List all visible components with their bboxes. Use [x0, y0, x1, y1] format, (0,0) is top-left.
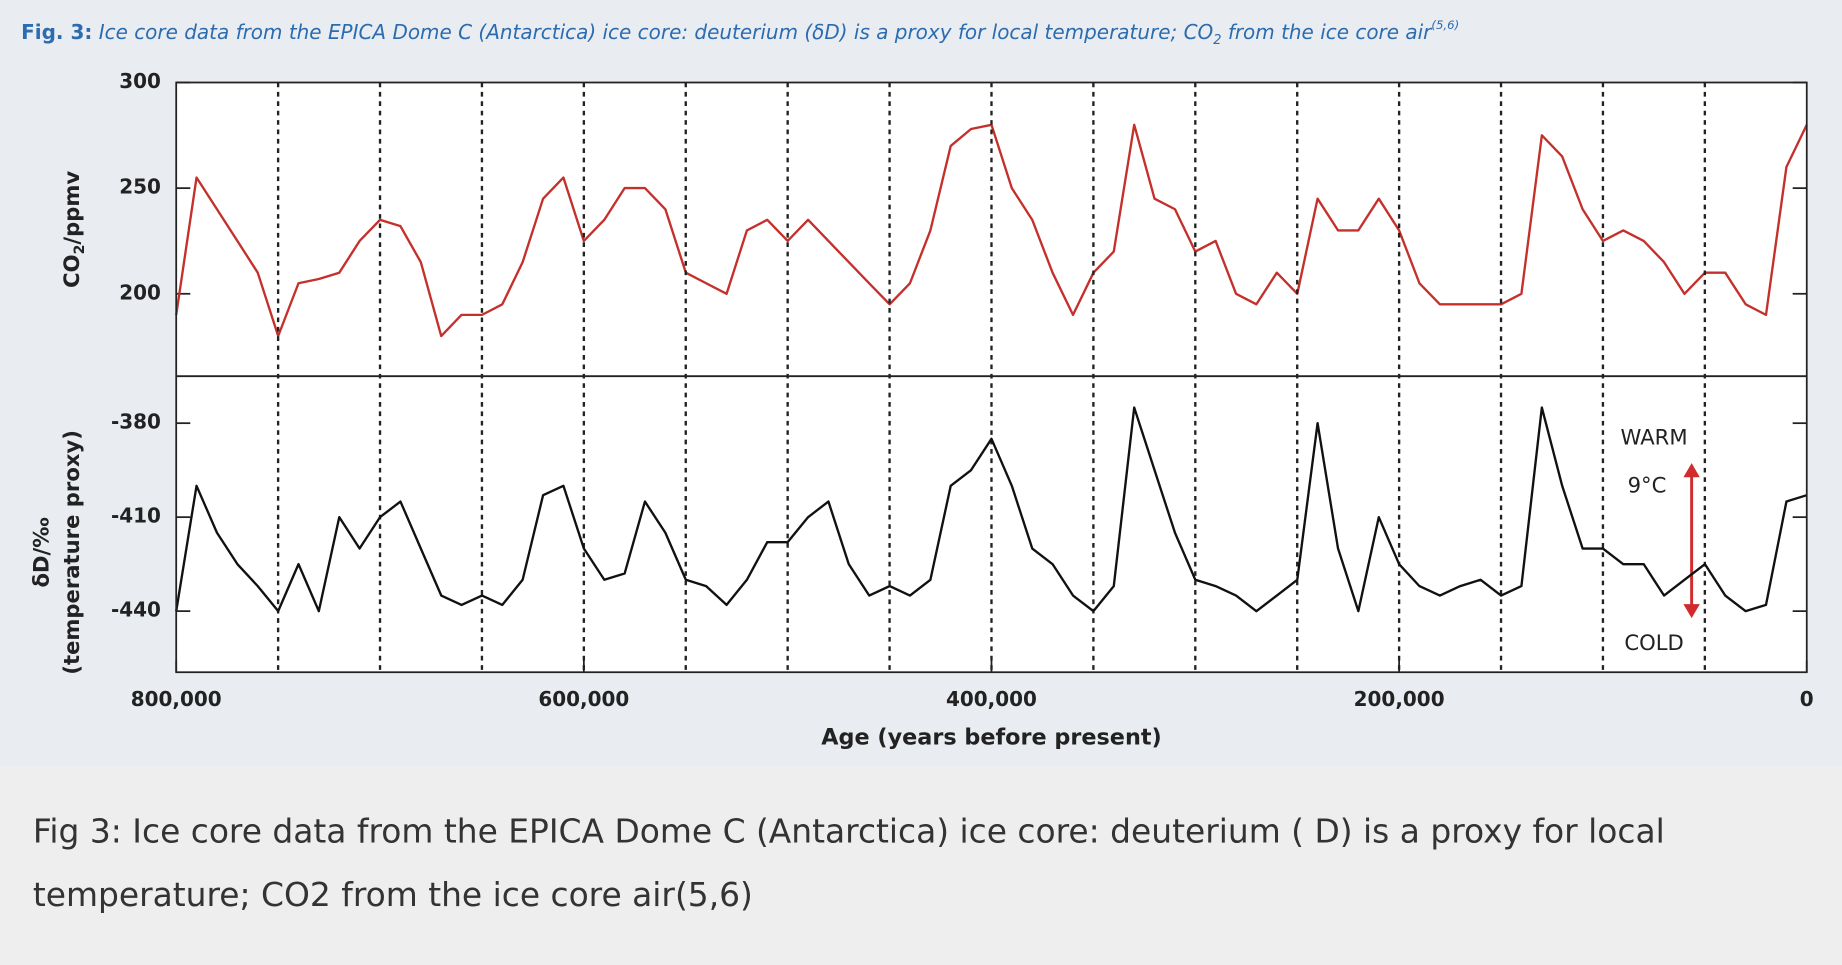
x-tick-label: 600,000 — [538, 687, 629, 711]
title-sub: 2 — [1213, 33, 1221, 48]
y-axis-label: (temperature proxy) — [59, 430, 84, 675]
x-tick-label: 0 — [1800, 687, 1814, 711]
y-tick-label: 200 — [119, 280, 161, 304]
caption-line: Fig 3: Ice core data from the EPICA Dome… — [33, 812, 1665, 851]
title-text-2: from the ice core air — [1221, 20, 1433, 44]
y-tick-label: -380 — [111, 410, 161, 434]
data-line — [175, 406, 1808, 613]
x-tick-label: 800,000 — [131, 687, 222, 711]
figure-title: Fig. 3: Ice core data from the EPICA Dom… — [21, 17, 1459, 47]
annotation: COLD — [1624, 630, 1683, 655]
y-tick-label: -410 — [111, 504, 161, 528]
y-tick-label: -440 — [111, 598, 161, 622]
annotation: 9°C — [1628, 473, 1667, 498]
x-tick-label: 200,000 — [1354, 687, 1445, 711]
annotation: WARM — [1620, 424, 1687, 449]
caption-line: temperature; CO2 from the ice core air(5… — [33, 875, 753, 914]
title-label: Fig. 3: — [21, 20, 92, 44]
y-axis-label: δD/‰ — [28, 517, 53, 587]
x-tick-label: 400,000 — [946, 687, 1037, 711]
y-tick-label: 300 — [119, 69, 161, 93]
marks: 200 250 300 -440 -410 -380 800,000 600,000 400,0… — [111, 69, 1814, 711]
y-label-part: /ppmv — [59, 171, 84, 245]
y-label-part: CO — [59, 254, 84, 287]
y-tick-label: 250 — [119, 175, 161, 199]
title-sup: (5,6) — [1431, 17, 1459, 31]
y-label-part: 2 — [72, 245, 88, 255]
x-axis-label: Age (years before present) — [821, 725, 1161, 751]
title-text: Ice core data from the EPICA Dome C (Ant… — [99, 20, 1214, 44]
plot-frame — [175, 81, 1808, 674]
y-axis-label: CO2/ppmv — [59, 171, 88, 288]
